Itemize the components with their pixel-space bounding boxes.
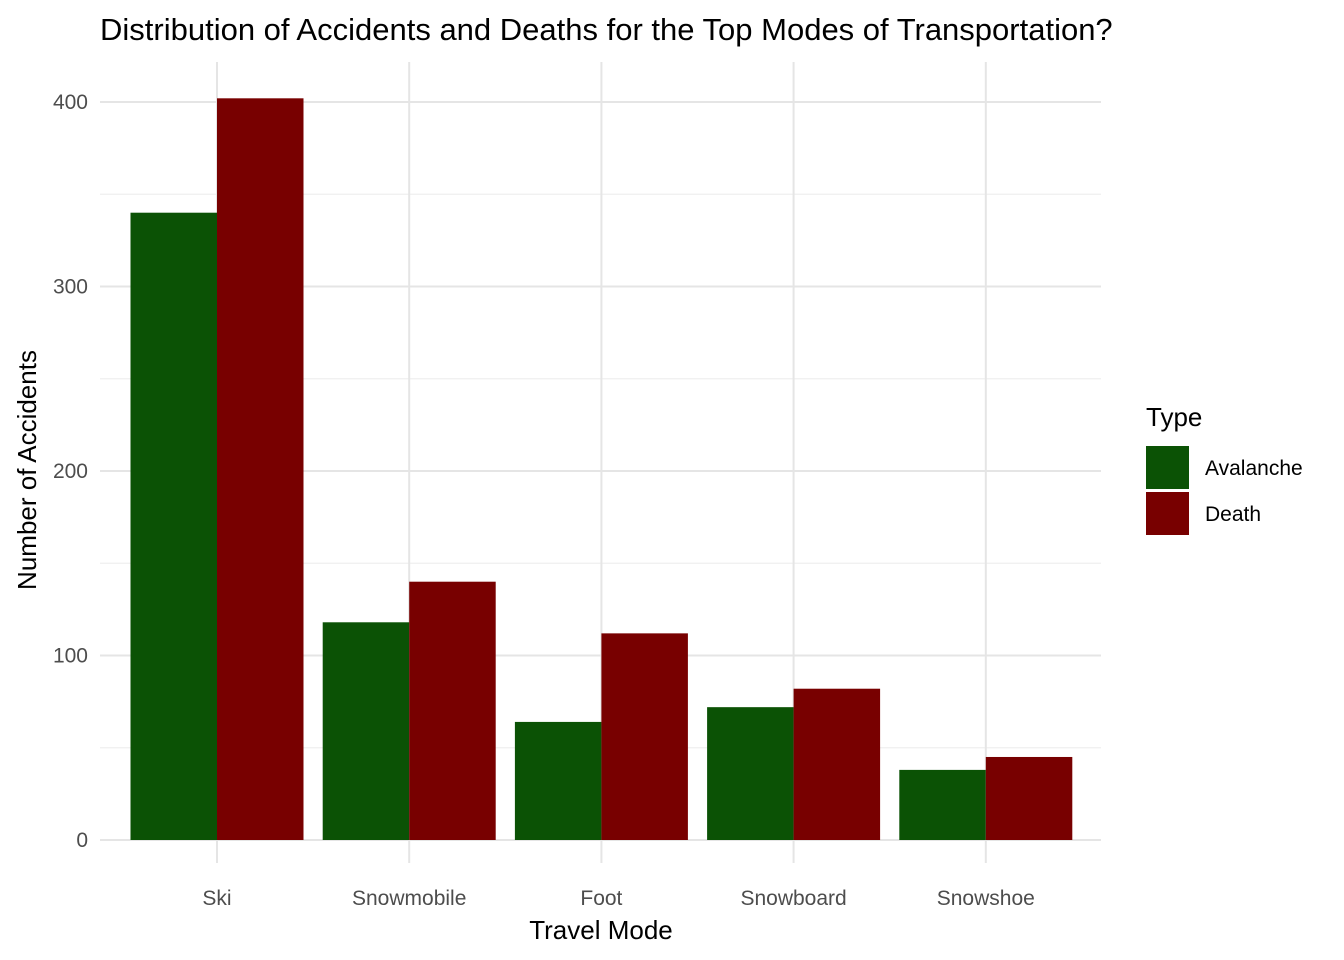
legend-label-avalanche: Avalanche (1205, 457, 1303, 480)
x-tick-label: Snowboard (740, 887, 846, 910)
legend-swatch-death (1146, 492, 1189, 535)
x-tick-label: Snowshoe (937, 887, 1035, 910)
bar-death-snowshoe (985, 756, 1073, 840)
bar-avalanche-snowmobile (322, 622, 410, 840)
x-axis-ticks: Ski Snowmobile Foot Snowboard Snowshoe (202, 887, 1034, 910)
bar-death-ski (217, 98, 304, 840)
y-tick-label: 300 (53, 276, 88, 299)
legend: Type Avalanche Death (1146, 402, 1303, 535)
y-tick-label: 400 (53, 91, 88, 114)
bar-death-snowboard (793, 688, 881, 840)
bars (130, 98, 1073, 840)
bar-death-snowmobile (409, 581, 496, 840)
x-axis-title: Travel Mode (529, 915, 673, 945)
legend-swatch-avalanche (1146, 446, 1189, 489)
x-tick-label: Snowmobile (352, 887, 466, 910)
y-tick-label: 0 (76, 829, 88, 852)
y-tick-label: 200 (53, 460, 88, 483)
legend-label-death: Death (1205, 503, 1261, 526)
bar-avalanche-snowshoe (899, 769, 986, 840)
x-tick-label: Ski (202, 887, 231, 910)
bar-avalanche-ski (130, 212, 217, 840)
chart-title: Distribution of Accidents and Deaths for… (100, 12, 1113, 47)
bar-avalanche-snowboard (707, 707, 794, 840)
x-tick-label: Foot (580, 887, 622, 910)
y-axis-ticks: 0 100 200 300 400 (53, 91, 88, 852)
y-tick-label: 100 (53, 645, 88, 668)
y-axis-title: Number of Accidents (12, 350, 42, 590)
legend-title: Type (1146, 402, 1202, 432)
bar-avalanche-foot (514, 721, 602, 840)
bar-death-foot (601, 633, 688, 840)
